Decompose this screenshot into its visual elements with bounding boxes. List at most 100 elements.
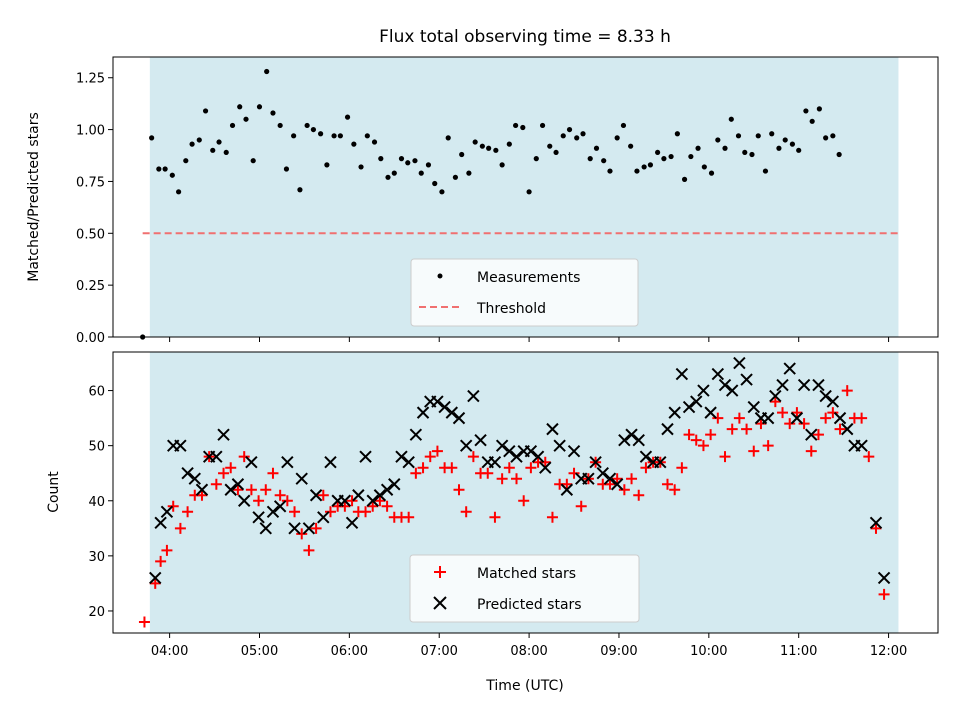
matched-star-point (798, 418, 810, 430)
measurement-point (823, 135, 829, 141)
matched-star-point (260, 484, 272, 496)
matched-star-point (460, 506, 472, 518)
measurement-point (742, 149, 748, 156)
measurement-point (499, 162, 505, 168)
measurement-point (668, 153, 674, 160)
measurement-point (169, 172, 175, 178)
predicted-star-point (826, 395, 840, 408)
matched-star-point (167, 500, 179, 512)
predicted-star-point (149, 571, 162, 585)
matched-star-point (310, 522, 322, 534)
measurement-point (176, 189, 182, 195)
measurement-point (183, 158, 189, 164)
measurement-point (250, 158, 256, 164)
top-y-axis-label: Matched/Predicted stars (26, 112, 42, 282)
matched-star-point (489, 511, 501, 523)
matched-star-point (511, 473, 523, 485)
measurement-point (607, 168, 613, 174)
predicted-star-point (718, 378, 732, 392)
matched-star-point (618, 484, 630, 496)
predicted-star-point (582, 472, 595, 485)
matched-star-point (431, 445, 443, 457)
predicted-star-point (317, 511, 330, 524)
matched-star-point (339, 500, 351, 512)
measurement-point (344, 114, 351, 120)
measurement-points (140, 68, 842, 340)
matched-star-point (496, 473, 508, 485)
measurement-point (202, 108, 209, 114)
predicted-star-point (618, 433, 631, 447)
measurement-point (601, 158, 607, 164)
predicted-star-point (402, 455, 415, 469)
predicted-star-point (589, 455, 602, 469)
measurement-point (614, 135, 620, 141)
matched-star-point (762, 440, 774, 452)
measurement-point (513, 122, 519, 129)
x-tick-label: 12:00 (870, 644, 907, 659)
measurement-point (277, 122, 283, 129)
measurement-point (681, 176, 688, 182)
legend-threshold-label: Threshold (476, 301, 546, 317)
predicted-star-point (431, 395, 444, 408)
top-y-ticks: 0.00 0.25 0.50 0.75 1.00 1.25 (76, 72, 113, 346)
matched-star-point (410, 467, 422, 479)
legend-measurements-marker (437, 273, 443, 279)
matched-star-point (274, 489, 286, 501)
measurement-point (196, 137, 202, 143)
matched-star-point (453, 484, 465, 496)
matched-star-point (856, 412, 868, 424)
measurement-point (243, 116, 249, 122)
matched-star-point (726, 423, 738, 435)
bottom-y-axis-label: Count (46, 471, 62, 513)
matched-star-point (303, 544, 315, 556)
predicted-star-point (704, 406, 717, 419)
matched-star-point (748, 445, 760, 457)
measurement-point (701, 164, 707, 170)
measurement-point (647, 162, 654, 168)
measurement-point (655, 149, 661, 156)
matched-star-point (784, 418, 796, 430)
bottom-legend: Matched stars Predicted stars (409, 554, 640, 623)
matched-star-point (683, 429, 695, 441)
predicted-star-point (195, 483, 209, 496)
matched-star-point (182, 506, 194, 518)
y-tick-label: 20 (88, 605, 105, 620)
predicted-star-point (409, 428, 423, 441)
matched-star-point (374, 495, 386, 507)
x-tick-label: 11:00 (780, 644, 817, 659)
measurement-point (291, 133, 297, 139)
predicted-star-point (252, 511, 265, 524)
predicted-star-point (174, 439, 187, 452)
predicted-star-point (231, 478, 245, 491)
matched-star-point (769, 396, 781, 408)
predicted-star-point (295, 472, 308, 485)
matched-star-point (503, 462, 515, 474)
predicted-star-point (510, 450, 523, 463)
measurement-point (539, 122, 546, 129)
matched-star-point (878, 588, 890, 600)
matched-star-point (218, 467, 230, 479)
measurement-point (796, 147, 802, 153)
predicted-star-point (224, 483, 237, 496)
predicted-star-point (776, 378, 789, 392)
measurement-point (755, 133, 761, 139)
matched-star-point (870, 522, 882, 534)
measurement-point (452, 174, 459, 180)
predicted-star-point (769, 389, 782, 403)
matched-star-point (417, 462, 429, 474)
predicted-star-point (632, 433, 645, 447)
predicted-star-point (610, 478, 624, 491)
predicted-star-point (553, 439, 566, 452)
predicted-star-point (596, 467, 609, 480)
measurement-point (337, 133, 343, 139)
measurement-point (715, 137, 721, 143)
predicted-star-point (711, 367, 725, 381)
matched-star-point (820, 412, 832, 424)
measurement-point (237, 104, 243, 110)
predicted-star-point (459, 439, 473, 452)
predicted-star-point (366, 494, 379, 507)
top-panel: 0.00 0.25 0.50 0.75 1.00 1.25 Matched/Predict… (26, 56, 939, 346)
measurement-point (156, 166, 162, 172)
predicted-star-point (288, 522, 301, 535)
measurement-point (216, 139, 222, 145)
